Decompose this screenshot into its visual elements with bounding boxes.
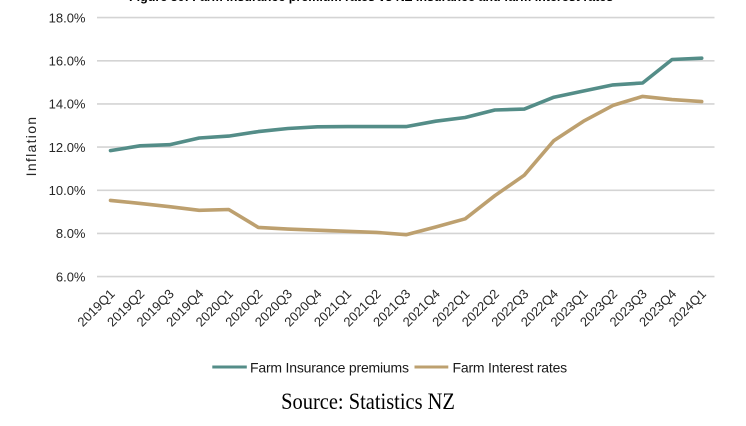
svg-text:14.0%: 14.0% <box>49 97 86 112</box>
svg-text:Farm Interest rates: Farm Interest rates <box>453 360 568 376</box>
svg-text:Inflation: Inflation <box>23 116 39 177</box>
svg-text:16.0%: 16.0% <box>49 54 86 69</box>
svg-text:6.0%: 6.0% <box>56 269 86 284</box>
svg-text:10.0%: 10.0% <box>49 183 86 198</box>
svg-text:12.0%: 12.0% <box>49 140 86 155</box>
svg-text:8.0%: 8.0% <box>56 226 86 241</box>
svg-text:18.0%: 18.0% <box>49 10 86 25</box>
svg-text:Farm Insurance premiums: Farm Insurance premiums <box>250 360 409 376</box>
